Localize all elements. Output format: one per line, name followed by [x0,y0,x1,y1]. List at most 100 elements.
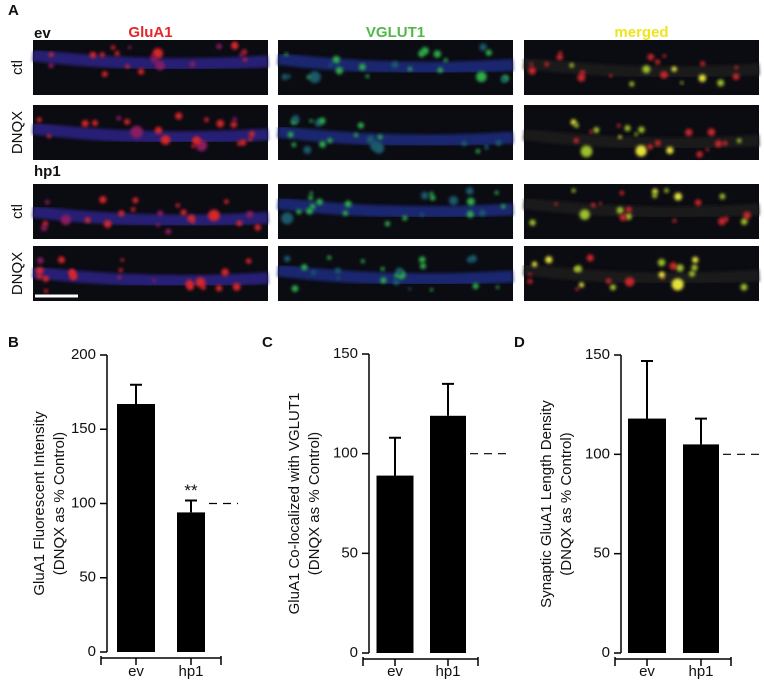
puncta [696,151,703,158]
puncta [571,188,576,193]
puncta [327,255,332,260]
puncta [150,56,158,63]
puncta [245,258,252,264]
puncta [589,129,593,134]
puncta [544,61,550,67]
panel-label: B [8,334,19,351]
puncta [616,123,621,128]
row-label: DNQX [9,111,26,154]
puncta [529,62,534,66]
y-tick-label: 150 [585,346,610,363]
puncta [35,266,44,275]
puncta [191,144,196,148]
dendrite [32,49,269,71]
puncta [36,273,43,280]
puncta [243,57,248,62]
puncta [569,63,575,68]
y-tick-label: 0 [350,644,358,661]
puncta [81,120,89,128]
row-label: DNQX [9,252,26,295]
puncta [116,115,122,121]
puncta [528,272,532,276]
puncta [619,190,625,196]
puncta [380,277,387,284]
puncta [556,53,563,61]
puncta [101,71,108,78]
error-bar [442,382,454,416]
puncta [475,148,481,154]
puncta [154,126,163,135]
puncta [574,265,583,273]
dendrite [523,197,760,219]
y-tick-label: 0 [88,643,96,660]
puncta [479,43,487,51]
x-tick-label: ev [387,663,403,680]
x-tick-label: hp1 [688,663,713,680]
puncta [332,55,341,64]
puncta [311,270,316,276]
puncta [60,214,72,226]
y-tick-label: 200 [71,346,96,363]
puncta [128,45,132,50]
puncta [296,209,302,215]
puncta [45,199,50,205]
puncta [342,210,349,216]
puncta [660,71,668,79]
bar [683,444,719,653]
row-label: ctl [9,60,26,75]
puncta [625,213,632,220]
puncta [366,135,375,144]
puncta [165,228,172,235]
puncta [419,263,427,270]
channel-label: VGLUT1 [366,24,425,41]
puncta [479,209,486,217]
group-label: hp1 [34,163,61,180]
puncta [236,220,243,227]
puncta [48,52,54,58]
puncta [618,135,622,139]
puncta [692,256,699,264]
puncta [221,268,229,276]
puncta [284,52,289,57]
puncta [654,140,661,146]
puncta [71,274,76,278]
puncta [433,50,442,58]
puncta [380,266,385,271]
puncta [500,76,507,83]
y-axis-label: GluA1 Co-localized with VGLUT1 [286,393,303,615]
y-tick-label: 100 [71,494,96,511]
puncta [657,258,666,267]
puncta [336,276,341,280]
puncta [208,209,220,222]
puncta [120,258,125,262]
puncta [429,191,434,196]
puncta [578,282,585,288]
puncta [575,287,579,291]
puncta [476,71,487,83]
puncta [688,270,696,277]
puncta [418,50,425,58]
y-axis-label: GluA1 Fluorescent Intensity [31,411,48,596]
puncta [429,194,436,201]
puncta [303,145,312,154]
puncta [580,145,593,158]
puncta [593,127,600,134]
puncta [36,117,42,123]
puncta [529,219,536,226]
puncta [707,128,716,137]
y-tick-label: 100 [585,445,610,462]
puncta [357,122,364,129]
puncta [418,256,426,263]
puncta [634,132,638,136]
puncta [698,74,707,82]
puncta [461,140,467,147]
puncta [624,277,635,287]
puncta [377,134,383,140]
puncta [647,144,653,150]
dendrite [32,122,269,144]
puncta [306,207,313,215]
dendrite [523,57,760,79]
puncta [466,256,473,263]
micrographs [32,40,760,301]
puncta [669,262,678,270]
